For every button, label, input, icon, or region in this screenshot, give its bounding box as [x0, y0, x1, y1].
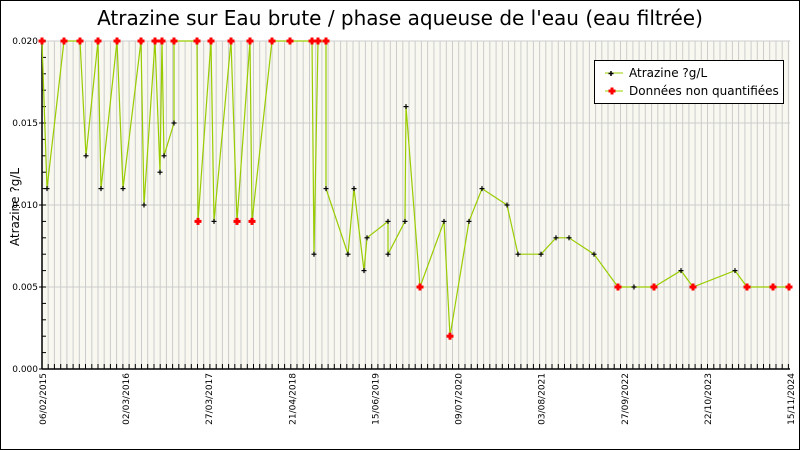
svg-text:06/02/2015: 06/02/2015 — [39, 373, 49, 425]
svg-text:27/09/2022: 27/09/2022 — [621, 373, 631, 425]
svg-text:0.015: 0.015 — [12, 119, 38, 129]
svg-text:27/03/2017: 27/03/2017 — [205, 373, 215, 425]
svg-text:15/06/2019: 15/06/2019 — [371, 373, 381, 425]
chart-title: Atrazine sur Eau brute / phase aqueuse d… — [97, 6, 703, 30]
svg-text:0.020: 0.020 — [12, 37, 38, 47]
svg-text:0.010: 0.010 — [12, 201, 38, 211]
svg-text:0.005: 0.005 — [12, 283, 38, 293]
svg-text:22/10/2023: 22/10/2023 — [704, 373, 714, 425]
svg-text:02/03/2016: 02/03/2016 — [122, 373, 132, 425]
data-point-markers — [38, 37, 793, 340]
svg-text:03/08/2021: 03/08/2021 — [538, 373, 548, 425]
y-axis-ticks: 0.000 0.005 0.010 0.015 0.020 — [12, 37, 46, 375]
y-axis-label: Atrazine ?g/L — [8, 167, 22, 247]
red-plus-marker-icon — [605, 87, 623, 95]
legend-label: Données non quantifiées — [629, 84, 779, 98]
legend-label: Atrazine ?g/L — [629, 66, 708, 80]
svg-text:0.000: 0.000 — [12, 365, 38, 375]
legend: Atrazine ?g/L Données non quantifiées — [594, 60, 784, 104]
svg-text:21/04/2018: 21/04/2018 — [288, 373, 298, 425]
data-series-line — [41, 40, 789, 337]
svg-text:15/11/2024: 15/11/2024 — [787, 373, 797, 425]
black-plus-marker-icon — [605, 71, 623, 76]
svg-text:09/07/2020: 09/07/2020 — [455, 373, 465, 425]
x-axis-ticks: 06/02/2015 02/03/2016 27/03/2017 21/04/2018… — [39, 364, 797, 425]
